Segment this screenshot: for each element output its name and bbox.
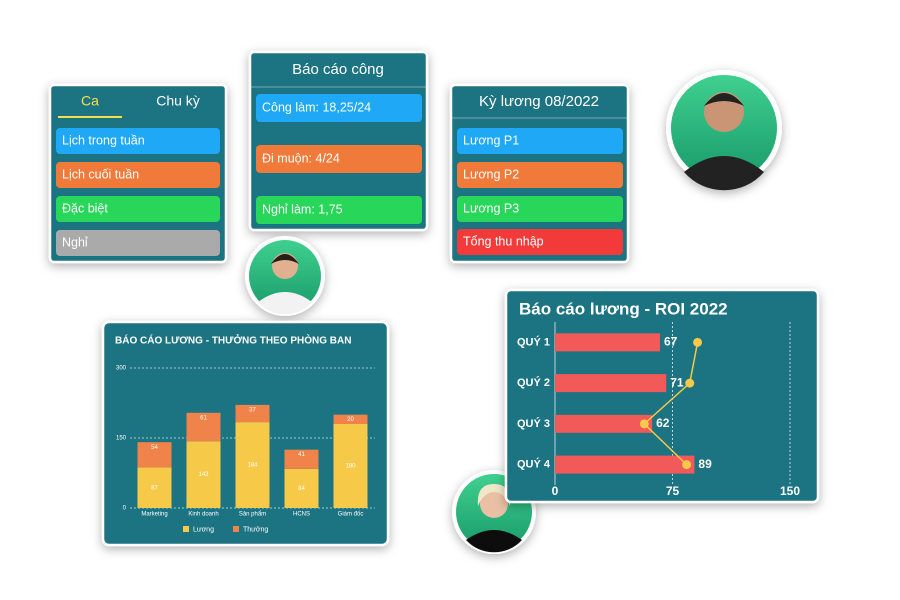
- y-tick-label: QUÝ 4: [517, 458, 551, 471]
- data-label: 41: [298, 452, 305, 458]
- item-label: Tổng thu nhập: [463, 234, 544, 248]
- data-label: 37: [249, 407, 256, 413]
- item-bg[interactable]: [56, 128, 220, 154]
- bar-segment: [284, 468, 319, 508]
- bar: [555, 414, 653, 433]
- data-label: 62: [656, 416, 670, 430]
- data-label: 89: [698, 457, 712, 471]
- item-label: Lịch trong tuần: [62, 133, 145, 147]
- data-label: 143: [198, 472, 209, 478]
- bar: [555, 374, 667, 393]
- item-bg[interactable]: [56, 230, 220, 256]
- bar-segment: [235, 404, 270, 423]
- y-tick-label: QUÝ 2: [517, 376, 550, 389]
- bar-segment: [186, 441, 221, 508]
- item-bg[interactable]: [256, 196, 422, 224]
- item-bg[interactable]: [457, 196, 623, 222]
- item-label: Lương P3: [463, 201, 519, 215]
- tab[interactable]: Chu kỳ: [156, 93, 200, 109]
- bar-segment: [284, 449, 319, 469]
- x-tick-label: HCNS: [293, 512, 310, 518]
- x-tick-label: Giám đốc: [338, 512, 364, 518]
- x-tick-label: Sản phẩm: [239, 511, 266, 518]
- item-bg[interactable]: [56, 196, 220, 222]
- data-label: 54: [151, 445, 158, 451]
- bar-segment: [186, 412, 221, 442]
- line-point: [682, 460, 692, 470]
- item-bg[interactable]: [56, 162, 220, 188]
- attendance-card: Báo cáo công Công làm: 18,25/24 Đi muộn:…: [248, 50, 429, 232]
- bar-segment: [333, 424, 368, 508]
- data-label: 184: [247, 463, 258, 469]
- payroll-card: Kỳ lương 08/2022 Lương P1 Lương P2 Lương…: [449, 83, 630, 264]
- legend-label: Lương: [193, 526, 214, 533]
- x-tick-label: Marketing: [141, 512, 167, 518]
- item-label: Nghỉ: [62, 235, 88, 249]
- bar-segment: [333, 414, 368, 424]
- card-title: Kỳ lương 08/2022: [479, 93, 599, 110]
- chart-title: BÁO CÁO LƯƠNG - THƯỞNG THEO PHÒNG BAN: [115, 334, 351, 347]
- x-tick-label: Kinh doanh: [188, 512, 218, 518]
- data-label: 61: [200, 415, 207, 421]
- item-bg[interactable]: [256, 145, 422, 173]
- item-label: Lương P2: [463, 167, 519, 181]
- data-label: 20: [347, 417, 354, 423]
- item-label: Công làm: 18,25/24: [262, 100, 371, 114]
- avatar: [245, 236, 325, 316]
- card-title: Báo cáo công: [292, 61, 384, 78]
- bar: [555, 455, 695, 474]
- data-label: 71: [670, 375, 684, 389]
- item-label: Lương P1: [463, 133, 519, 147]
- item-label: Đặc biệt: [62, 201, 108, 215]
- data-label: 67: [664, 335, 678, 349]
- item-label: Nghỉ làm: 1,75: [262, 202, 343, 216]
- bar-segment: [137, 467, 172, 508]
- data-label: 180: [345, 464, 356, 470]
- y-tick-label: 0: [123, 506, 127, 512]
- legend-swatch: [233, 526, 239, 532]
- line-point: [693, 337, 703, 347]
- legend-swatch: [183, 526, 189, 532]
- line-point: [685, 378, 695, 388]
- item-label: Lịch cuối tuần: [62, 167, 139, 181]
- item-bg[interactable]: [457, 128, 623, 154]
- tab[interactable]: Ca: [81, 93, 99, 109]
- line: [643, 342, 699, 466]
- item-bg[interactable]: [256, 94, 422, 122]
- data-label: 87: [151, 485, 158, 491]
- avatar: [666, 70, 782, 191]
- y-tick-label: QUÝ 3: [517, 417, 550, 430]
- x-tick-label: 75: [666, 484, 680, 498]
- y-tick-label: 300: [116, 366, 127, 372]
- x-tick-label: 150: [780, 484, 800, 498]
- legend-label: Thưởng: [243, 525, 268, 533]
- chart-title: Báo cáo lương - ROI 2022: [519, 299, 728, 318]
- item-label: Đi muộn: 4/24: [262, 151, 340, 165]
- x-tick-label: 0: [552, 484, 559, 498]
- bar-segment: [137, 442, 172, 468]
- bar-segment: [235, 422, 270, 508]
- item-bg[interactable]: [457, 162, 623, 188]
- y-tick-label: QUÝ 1: [517, 335, 550, 348]
- bar: [555, 333, 660, 352]
- data-label: 84: [298, 486, 305, 492]
- line-point: [639, 419, 649, 429]
- item-bg[interactable]: [457, 229, 623, 255]
- y-tick-label: 150: [116, 436, 127, 442]
- shift-card: Ca Chu kỳ Lịch trong tuần Lịch cuối tuần…: [48, 83, 228, 264]
